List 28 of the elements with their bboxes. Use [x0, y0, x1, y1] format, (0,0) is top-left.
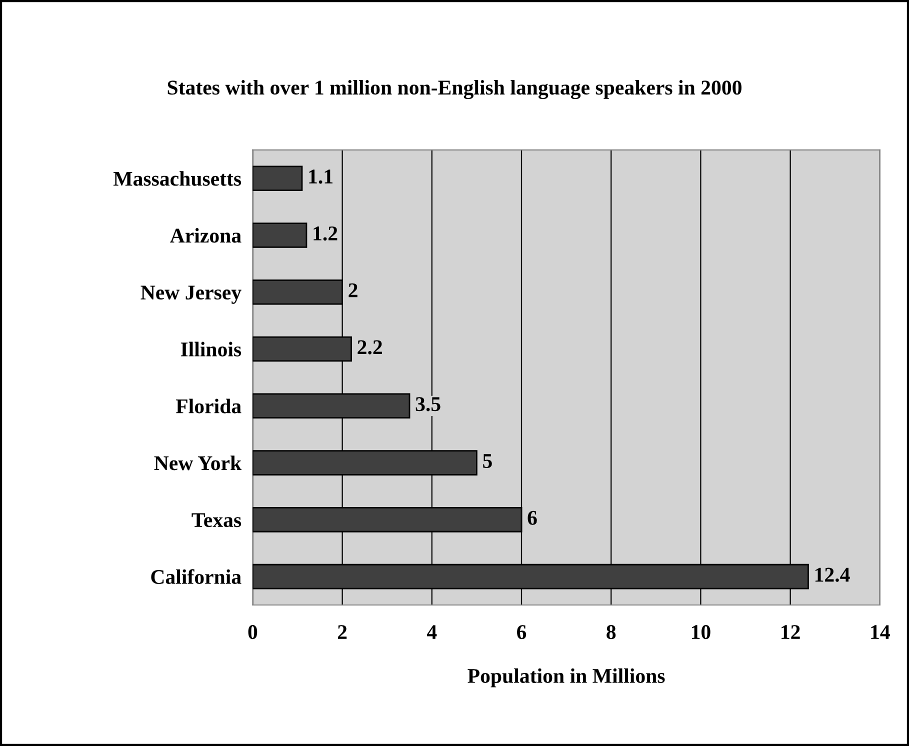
data-label: 2 — [348, 283, 358, 298]
data-label: 5 — [483, 454, 492, 468]
y-tick-label: Florida — [176, 398, 242, 414]
x-tick-label: 0 — [248, 625, 258, 640]
data-label: 12.4 — [815, 568, 850, 582]
x-tick-label: 4 — [426, 625, 437, 639]
data-label: 1.2 — [314, 226, 338, 241]
chart-title: States with over 1 million non-English language speakers in 2000 — [168, 80, 742, 100]
x-tick-label: 8 — [606, 625, 616, 640]
x-tick-label: 6 — [517, 625, 526, 640]
y-tick-label: New Jersey — [140, 286, 242, 304]
y-tick-label: New York — [154, 456, 242, 470]
y-tick-label: Massachusetts — [113, 171, 242, 186]
x-tick-label: 10 — [692, 625, 710, 640]
x-axis-title: Population in Millions — [468, 668, 665, 688]
data-label: 6 — [528, 510, 537, 525]
data-label: 3.5 — [416, 397, 440, 412]
bar — [252, 222, 308, 248]
y-tick-label: Arizona — [170, 228, 242, 243]
x-tick-label: 12 — [782, 625, 800, 639]
x-tick-label: 2 — [338, 625, 347, 639]
bar — [252, 166, 303, 192]
x-tick-label: 14 — [871, 625, 890, 639]
data-label: 1.1 — [309, 170, 333, 184]
y-tick-label: California — [151, 569, 242, 584]
data-label: 2.2 — [358, 340, 382, 354]
y-tick-label: Texas — [192, 513, 242, 528]
y-tick-label: Illinois — [180, 342, 242, 356]
